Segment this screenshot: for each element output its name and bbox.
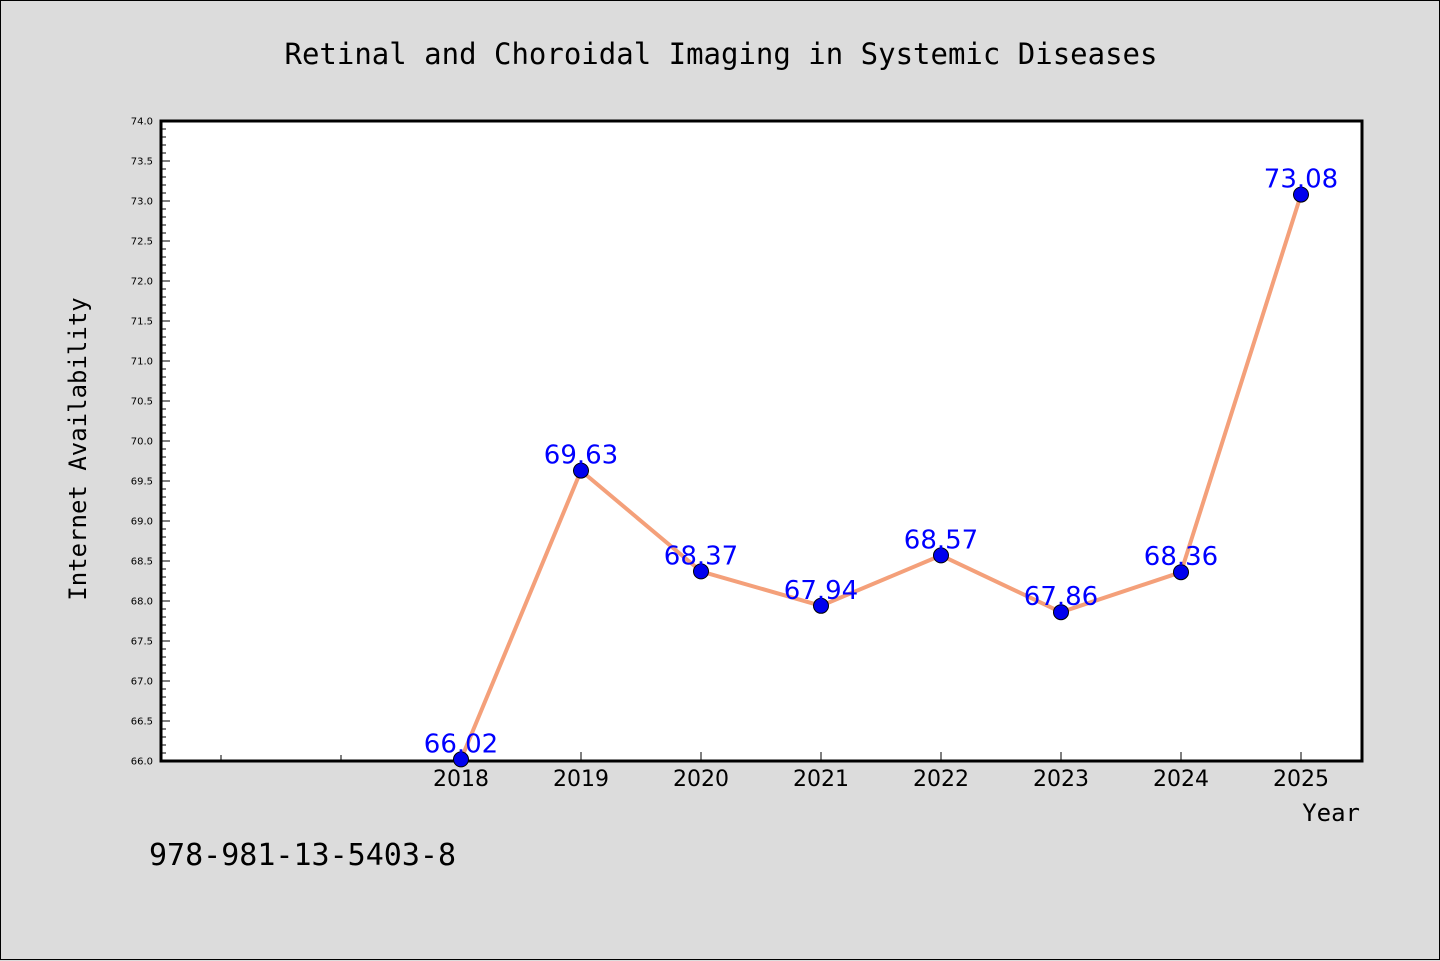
data-label: 68.36 [1144, 542, 1218, 572]
y-tick-label: 72.0 [131, 277, 153, 288]
data-point [573, 462, 589, 479]
isbn-text: 978-981-13-5403-8 [149, 838, 456, 873]
x-tick-label: 2025 [1273, 767, 1329, 792]
data-label: 73.08 [1264, 165, 1338, 195]
y-tick-label: 74.0 [131, 117, 153, 128]
data-point [813, 597, 829, 614]
chart-title: Retinal and Choroidal Imaging in Systemi… [285, 37, 1158, 71]
x-tick-label: 2023 [1033, 767, 1089, 792]
x-axis: 2018 2019 2020 2021 2022 2023 2024 2025 [220, 752, 1329, 792]
x-tick-label: 2022 [913, 767, 969, 792]
y-tick-label: 66.0 [131, 757, 153, 768]
data-point [933, 547, 949, 564]
x-tick-label: 2021 [793, 767, 849, 792]
data-point [693, 563, 709, 580]
y-tick-label: 70.5 [131, 397, 153, 408]
y-tick-label: 66.5 [131, 717, 153, 728]
data-label: 66.02 [424, 729, 498, 759]
data-label: 69.63 [544, 441, 618, 471]
data-point [453, 751, 469, 768]
x-tick-label: 2024 [1153, 767, 1209, 792]
y-tick-label: 72.5 [131, 237, 153, 248]
y-tick-label: 69.0 [131, 517, 153, 528]
y-axis-label: Internet Availability [64, 297, 92, 600]
data-label: 68.57 [904, 525, 978, 555]
x-tick-label: 2019 [553, 767, 609, 792]
y-tick-label: 70.0 [131, 437, 153, 448]
data-point [1293, 186, 1309, 203]
y-tick-label: 68.0 [131, 597, 153, 608]
series-line [459, 193, 1303, 761]
data-label: 68.37 [664, 541, 738, 571]
y-tick-label: 71.5 [131, 317, 153, 328]
x-tick-label: 2020 [673, 767, 729, 792]
data-label: 67.86 [1024, 582, 1098, 612]
y-axis: 66.0 66.5 67.0 67.5 68.0 68.5 69.0 69.5 70.0 70.5… [131, 117, 170, 768]
data-label: 67.94 [784, 576, 858, 606]
data-series: 66.02 69.63 68.37 67.94 68.57 67.86 68.36 73.08 [424, 165, 1338, 768]
y-tick-label: 73.0 [131, 197, 153, 208]
x-axis-label: Year [1302, 799, 1360, 827]
x-tick-label: 2018 [433, 767, 489, 792]
y-tick-label: 68.5 [131, 557, 153, 568]
y-tick-label: 67.5 [131, 637, 153, 648]
y-tick-label: 67.0 [131, 677, 153, 688]
y-tick-label: 73.5 [131, 157, 153, 168]
plot-area [159, 119, 1364, 763]
y-tick-label: 71.0 [131, 357, 153, 368]
data-point [1053, 604, 1069, 621]
data-point [1173, 564, 1189, 581]
y-tick-label: 69.5 [131, 477, 153, 488]
